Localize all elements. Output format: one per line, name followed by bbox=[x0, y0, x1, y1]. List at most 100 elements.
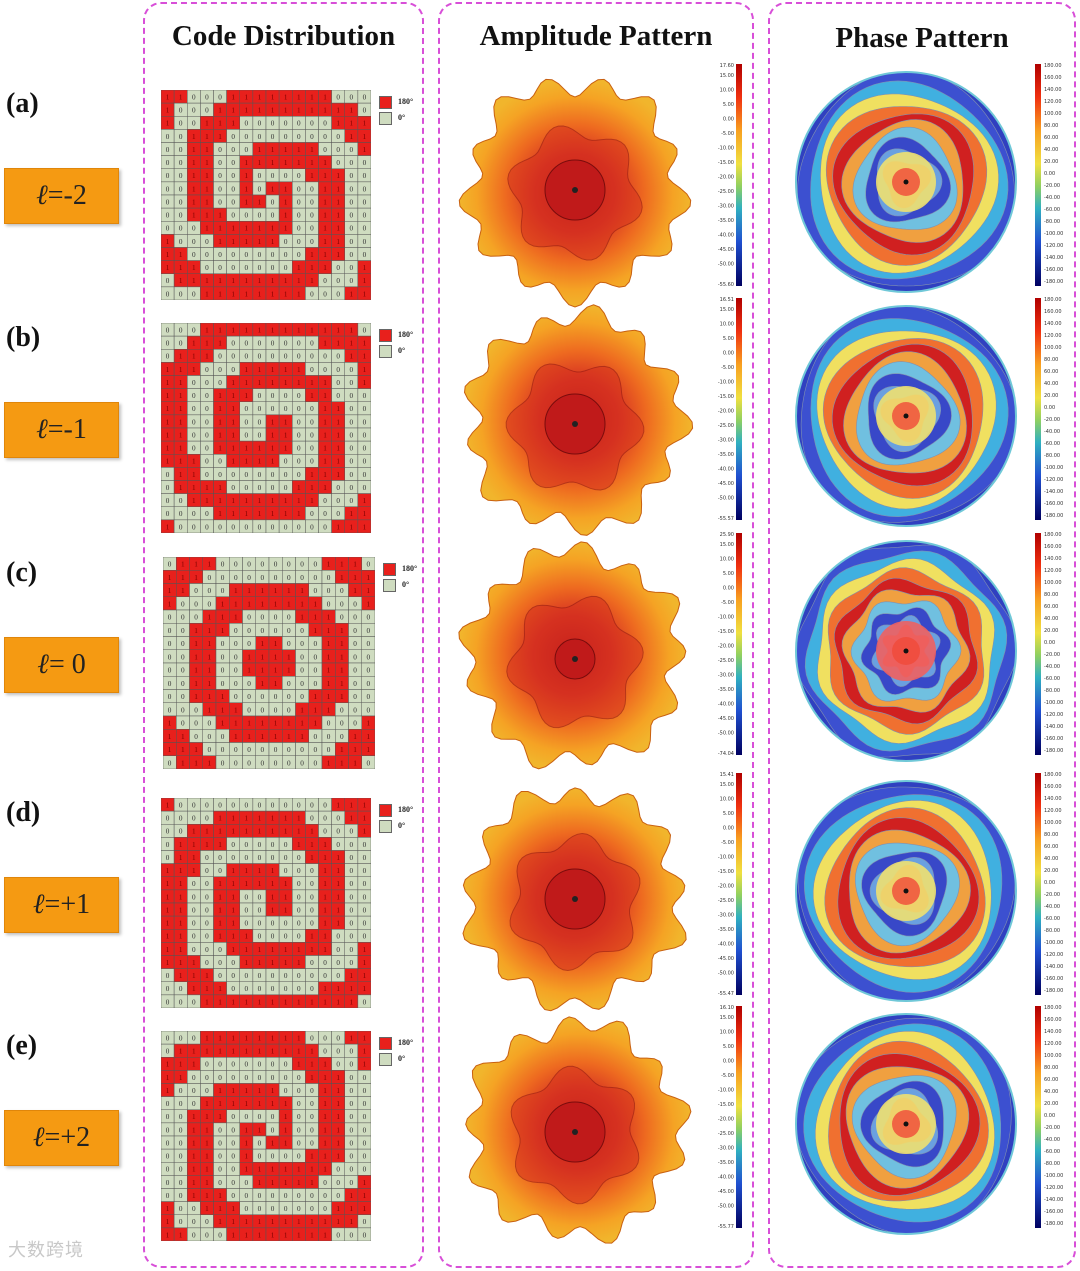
code-cell-digit: 1 bbox=[350, 290, 354, 298]
amplitude-tick-label: -30.00 bbox=[718, 673, 734, 679]
code-cell-digit: 1 bbox=[258, 277, 262, 285]
code-cell-digit: 0 bbox=[350, 1126, 354, 1134]
phase-tick-label: -180.00 bbox=[1044, 988, 1063, 994]
code-cell-digit: 1 bbox=[166, 366, 170, 374]
code-cell-digit: 0 bbox=[179, 1113, 183, 1121]
code-cell-digit: 0 bbox=[218, 1231, 222, 1239]
code-cell-digit: 1 bbox=[258, 1166, 262, 1174]
code-cell-digit: 1 bbox=[284, 1048, 288, 1056]
code-cell-digit: 0 bbox=[297, 893, 301, 901]
code-cell-digit: 1 bbox=[258, 238, 262, 246]
code-cell-digit: 0 bbox=[166, 972, 170, 980]
code-cell-digit: 1 bbox=[336, 212, 340, 220]
code-cell-digit: 1 bbox=[310, 471, 314, 479]
code-cell-digit: 0 bbox=[350, 906, 354, 914]
amplitude-tick-label: 10.00 bbox=[720, 322, 734, 328]
code-cell-digit: 1 bbox=[192, 1166, 196, 1174]
code-cell-digit: 1 bbox=[336, 172, 340, 180]
code-cell-digit: 1 bbox=[336, 920, 340, 928]
code-cell-digit: 0 bbox=[221, 640, 225, 648]
code-cell-digit: 0 bbox=[245, 1074, 249, 1082]
code-cell-digit: 0 bbox=[221, 746, 225, 754]
code-cell-digit: 0 bbox=[350, 1179, 354, 1187]
code-cell-digit: 0 bbox=[231, 523, 235, 531]
code-cell-digit: 0 bbox=[274, 627, 278, 635]
code-cell-digit: 1 bbox=[367, 574, 371, 582]
code-cell-digit: 0 bbox=[367, 640, 371, 648]
ell-symbol: ℓ bbox=[32, 889, 45, 920]
code-cell-digit: 1 bbox=[231, 445, 235, 453]
code-cell-digit: 1 bbox=[310, 1074, 314, 1082]
phase-tick-label: 0.00 bbox=[1044, 880, 1055, 886]
code-cell-digit: 1 bbox=[314, 600, 318, 608]
code-cell-digit: 1 bbox=[327, 680, 331, 688]
code-cell-digit: 1 bbox=[218, 920, 222, 928]
code-cell-digit: 0 bbox=[284, 1192, 288, 1200]
code-cell-digit: 0 bbox=[234, 640, 238, 648]
code-cell-digit: 1 bbox=[166, 801, 170, 809]
code-cell-digit: 1 bbox=[245, 1153, 249, 1161]
phase-tick-label: -160.00 bbox=[1044, 267, 1063, 273]
code-cell-digit: 1 bbox=[336, 238, 340, 246]
code-cell-digit: 0 bbox=[363, 933, 367, 941]
code-cell-digit: 1 bbox=[218, 1113, 222, 1121]
code-cell-digit: 1 bbox=[245, 225, 249, 233]
amplitude-tick-label: -35.00 bbox=[718, 687, 734, 693]
code-cell-digit: 0 bbox=[310, 1126, 314, 1134]
code-cell-digit: 1 bbox=[218, 893, 222, 901]
code-cell-digit: 1 bbox=[287, 733, 291, 741]
code-cell-digit: 1 bbox=[205, 159, 209, 167]
code-cell-digit: 0 bbox=[310, 431, 314, 439]
code-cell-digit: 0 bbox=[314, 680, 318, 688]
code-cell-digit: 0 bbox=[258, 212, 262, 220]
code-cell-digit: 0 bbox=[363, 867, 367, 875]
code-cell-digit: 0 bbox=[284, 933, 288, 941]
code-cell-digit: 0 bbox=[179, 238, 183, 246]
code-cell-digit: 0 bbox=[323, 133, 327, 141]
code-cell-digit: 1 bbox=[231, 1100, 235, 1108]
code-cell-digit: 1 bbox=[179, 880, 183, 888]
code-cell-digit: 0 bbox=[363, 392, 367, 400]
code-cell-digit: 1 bbox=[274, 733, 278, 741]
code-cell-digit: 1 bbox=[258, 1087, 262, 1095]
code-cell-digit: 0 bbox=[258, 906, 262, 914]
code-cell-digit: 0 bbox=[336, 264, 340, 272]
amplitude-tick-label: -5.00 bbox=[721, 1073, 734, 1079]
code-cell-digit: 0 bbox=[168, 614, 172, 622]
code-cell-digit: 0 bbox=[258, 841, 262, 849]
phase-tick-label: -180.00 bbox=[1044, 513, 1063, 519]
code-cell-digit: 1 bbox=[340, 640, 344, 648]
code-cell-digit: 0 bbox=[181, 706, 185, 714]
code-cell-digit: 0 bbox=[284, 523, 288, 531]
code-cell-digit: 1 bbox=[181, 561, 185, 569]
phase-tick-label: -160.00 bbox=[1044, 736, 1063, 742]
code-cell-digit: 1 bbox=[310, 1231, 314, 1239]
code-cell-digit: 0 bbox=[310, 366, 314, 374]
code-cell-digit: 0 bbox=[336, 828, 340, 836]
code-cell-digit: 0 bbox=[231, 972, 235, 980]
code-cell-digit: 1 bbox=[192, 133, 196, 141]
code-cell-digit: 0 bbox=[166, 172, 170, 180]
code-cell-digit: 0 bbox=[166, 146, 170, 154]
phase-tick-label: -40.00 bbox=[1044, 664, 1060, 670]
code-cell-digit: 0 bbox=[350, 445, 354, 453]
code-cell-digit: 1 bbox=[245, 933, 249, 941]
code-cell-digit: 0 bbox=[181, 614, 185, 622]
code-distribution-title: Code Distribution bbox=[171, 20, 396, 52]
code-cell-1 bbox=[357, 286, 371, 300]
code-cell-digit: 1 bbox=[284, 146, 288, 154]
code-cell-digit: 0 bbox=[297, 1192, 301, 1200]
code-cell-digit: 0 bbox=[284, 392, 288, 400]
code-cell-digit: 0 bbox=[274, 759, 278, 767]
code-cell-digit: 1 bbox=[192, 497, 196, 505]
code-cell-digit: 0 bbox=[287, 574, 291, 582]
amplitude-min-label: -74.04 bbox=[718, 751, 734, 757]
code-cell-digit: 1 bbox=[271, 225, 275, 233]
phase-tick-label: -60.00 bbox=[1044, 916, 1060, 922]
code-cell-digit: 1 bbox=[284, 212, 288, 220]
code-cell-digit: 0 bbox=[297, 431, 301, 439]
code-cell-digit: 0 bbox=[205, 458, 209, 466]
code-cell-digit: 0 bbox=[166, 185, 170, 193]
code-cell-digit: 0 bbox=[297, 972, 301, 980]
code-cell-digit: 0 bbox=[323, 290, 327, 298]
